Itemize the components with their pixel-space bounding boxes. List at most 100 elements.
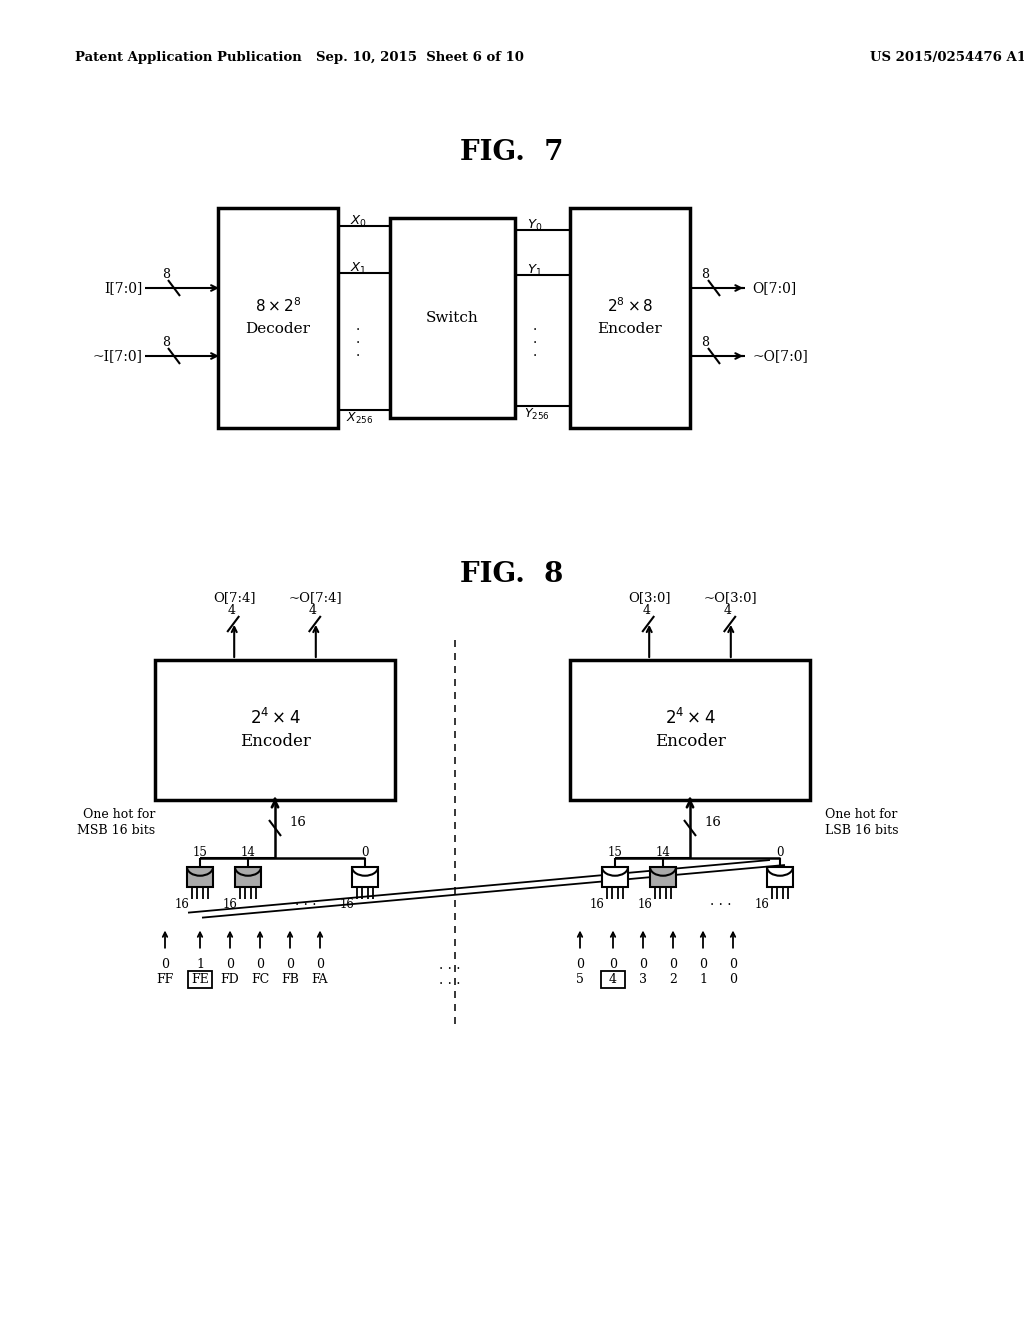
Text: 8: 8	[701, 335, 709, 348]
Text: 0: 0	[729, 973, 737, 986]
Text: 0: 0	[729, 958, 737, 972]
Text: 4: 4	[309, 603, 316, 616]
Text: Decoder: Decoder	[246, 322, 310, 337]
Text: ·: ·	[355, 323, 360, 337]
Text: MSB 16 bits: MSB 16 bits	[77, 824, 155, 837]
Text: 0: 0	[669, 958, 677, 972]
FancyBboxPatch shape	[218, 209, 338, 428]
Text: FC: FC	[251, 973, 269, 986]
Text: FE: FE	[191, 973, 209, 986]
Text: 4: 4	[724, 603, 732, 616]
Text: FIG.  8: FIG. 8	[461, 561, 563, 589]
Text: O[7:0]: O[7:0]	[752, 281, 797, 294]
Polygon shape	[352, 867, 378, 887]
Text: ·: ·	[532, 348, 538, 363]
Text: ~O[7:4]: ~O[7:4]	[289, 591, 343, 605]
Text: 5: 5	[577, 973, 584, 986]
Text: ~I[7:0]: ~I[7:0]	[93, 348, 143, 363]
Text: ~O[3:0]: ~O[3:0]	[703, 591, 758, 605]
Text: One hot for: One hot for	[83, 808, 155, 821]
Polygon shape	[650, 867, 676, 887]
Text: 2: 2	[669, 973, 677, 986]
Text: 0: 0	[286, 958, 294, 972]
Text: $X_0$: $X_0$	[349, 214, 367, 228]
Text: 0: 0	[639, 958, 647, 972]
Text: Encoder: Encoder	[240, 733, 310, 750]
Text: One hot for: One hot for	[825, 808, 897, 821]
Text: FB: FB	[281, 973, 299, 986]
FancyBboxPatch shape	[390, 218, 515, 418]
Text: 0: 0	[699, 958, 707, 972]
Text: $8\times2^{8}$: $8\times2^{8}$	[255, 297, 301, 315]
Text: $2^{8}\times8$: $2^{8}\times8$	[607, 297, 653, 315]
Text: 14: 14	[655, 846, 671, 858]
Polygon shape	[602, 867, 628, 887]
Polygon shape	[234, 867, 261, 887]
Text: 14: 14	[241, 846, 255, 858]
Text: O[7:4]: O[7:4]	[213, 591, 255, 605]
Text: FIG.  7: FIG. 7	[460, 139, 564, 165]
Text: 0: 0	[316, 958, 324, 972]
Text: 0: 0	[361, 846, 369, 858]
Text: 16: 16	[222, 898, 238, 911]
Text: 0: 0	[226, 958, 234, 972]
Text: 1: 1	[196, 958, 204, 972]
Text: 8: 8	[162, 268, 170, 281]
Text: $Y_{256}$: $Y_{256}$	[524, 407, 550, 421]
FancyBboxPatch shape	[188, 970, 212, 987]
Text: $Y_1$: $Y_1$	[527, 263, 543, 277]
FancyBboxPatch shape	[570, 209, 690, 428]
Text: ·: ·	[532, 337, 538, 350]
Text: 0: 0	[776, 846, 783, 858]
Text: 16: 16	[289, 816, 306, 829]
Text: ·: ·	[532, 323, 538, 337]
Text: . . .: . . .	[711, 894, 732, 908]
Polygon shape	[187, 867, 213, 887]
Text: I[7:0]: I[7:0]	[104, 281, 143, 294]
Text: 16: 16	[339, 898, 354, 911]
Text: 0: 0	[609, 958, 617, 972]
Text: 15: 15	[607, 846, 623, 858]
Text: . . .: . . .	[295, 894, 316, 908]
Text: 0: 0	[575, 958, 584, 972]
Text: 4: 4	[227, 603, 236, 616]
Text: $2^4\times4$: $2^4\times4$	[665, 708, 716, 729]
Text: 15: 15	[193, 846, 208, 858]
Text: Encoder: Encoder	[654, 733, 725, 750]
Text: 4: 4	[642, 603, 650, 616]
Text: 0: 0	[256, 958, 264, 972]
Text: 0: 0	[161, 958, 169, 972]
Text: 16: 16	[755, 898, 769, 911]
Text: $X_1$: $X_1$	[349, 260, 367, 276]
Text: 1: 1	[699, 973, 707, 986]
Text: $2^4\times4$: $2^4\times4$	[250, 708, 300, 729]
Text: $Y_0$: $Y_0$	[527, 218, 543, 232]
Text: $X_{256}$: $X_{256}$	[346, 411, 374, 425]
FancyBboxPatch shape	[155, 660, 395, 800]
Text: 16: 16	[705, 816, 721, 829]
Text: . . .: . . .	[439, 973, 461, 986]
Text: 4: 4	[609, 973, 617, 986]
Text: ~O[7:0]: ~O[7:0]	[752, 348, 808, 363]
Text: 16: 16	[174, 898, 189, 911]
Text: FA: FA	[311, 973, 329, 986]
Text: FF: FF	[157, 973, 174, 986]
Text: Patent Application Publication: Patent Application Publication	[75, 50, 302, 63]
FancyBboxPatch shape	[570, 660, 810, 800]
Text: . . .: . . .	[439, 957, 461, 972]
Text: ·: ·	[355, 337, 360, 350]
FancyBboxPatch shape	[601, 970, 625, 987]
Text: Switch: Switch	[426, 312, 479, 325]
Text: LSB 16 bits: LSB 16 bits	[825, 824, 898, 837]
Polygon shape	[767, 867, 793, 887]
Text: 8: 8	[162, 337, 170, 350]
Text: FD: FD	[220, 973, 240, 986]
Text: Sep. 10, 2015  Sheet 6 of 10: Sep. 10, 2015 Sheet 6 of 10	[316, 50, 524, 63]
Text: US 2015/0254476 A1: US 2015/0254476 A1	[870, 50, 1024, 63]
Text: O[3:0]: O[3:0]	[628, 591, 671, 605]
Text: 8: 8	[701, 268, 709, 281]
Text: ·: ·	[355, 348, 360, 363]
Text: 16: 16	[590, 898, 604, 911]
Text: 3: 3	[639, 973, 647, 986]
Text: 16: 16	[637, 898, 652, 911]
